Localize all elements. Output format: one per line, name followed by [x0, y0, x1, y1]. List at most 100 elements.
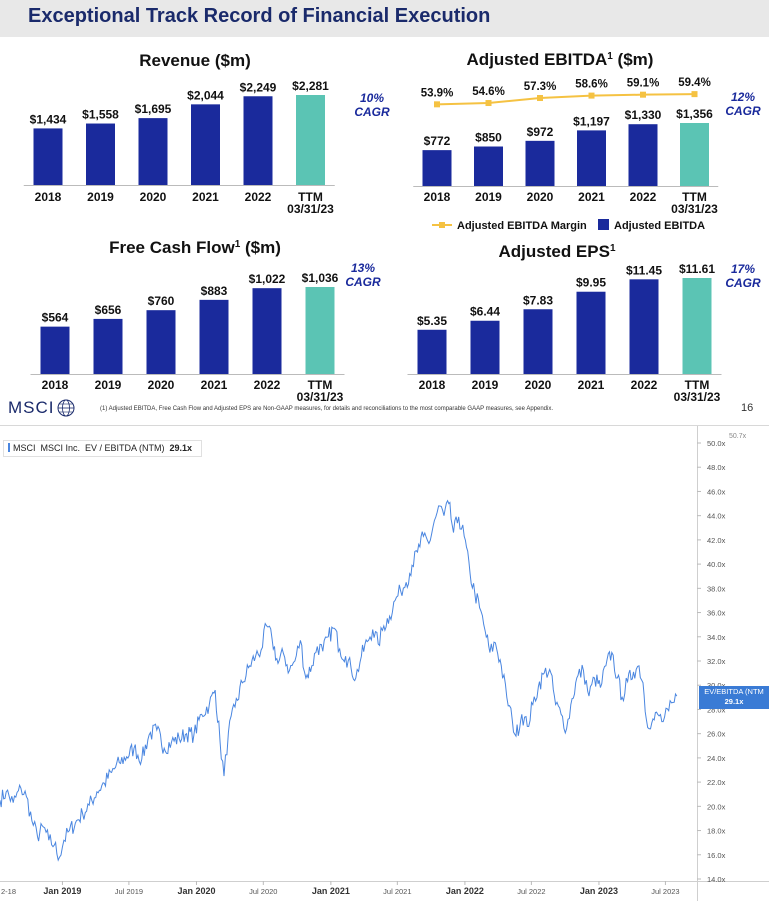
data-label: $1,036 — [302, 271, 339, 285]
bar — [576, 291, 606, 374]
y-tick-label: 18.0x — [707, 827, 726, 836]
data-label: $564 — [42, 311, 69, 325]
data-label: $1,695 — [135, 102, 172, 116]
bar — [474, 146, 503, 186]
bar — [577, 130, 606, 186]
y-tick-label: 44.0x — [707, 512, 726, 521]
x-tick-label: 03/31/23 — [674, 390, 721, 404]
ev-ebitda-line — [0, 499, 678, 862]
x-tick-label: Jul 2021 — [383, 887, 411, 896]
x-tick-label: TTM — [685, 378, 710, 392]
data-label: $2,281 — [292, 79, 329, 93]
data-label: $1,197 — [573, 114, 610, 128]
globe-icon — [57, 399, 75, 417]
page-number: 16 — [741, 402, 754, 414]
data-label: $7.83 — [523, 293, 553, 307]
data-label: $972 — [527, 125, 554, 139]
chart-title: Revenue ($m) — [139, 51, 250, 70]
last-value-tag-value: 29.1x — [724, 697, 744, 706]
last-value-tag: EV/EBITDA (NTM 29.1x — [699, 686, 769, 709]
bar — [525, 140, 555, 186]
data-label: $1,330 — [625, 108, 662, 122]
chart-title: Adjusted EBITDA1 ($m) — [467, 50, 654, 69]
ev-ebitda-chart: 14.0x 16.0x 18.0x 20.0x 22.0x 24.0x 26.0x 28.0x… — [0, 425, 769, 901]
x-tick-label: Jul 2023 — [651, 887, 679, 896]
data-label: $850 — [475, 131, 502, 145]
bar — [191, 104, 220, 185]
bar — [199, 299, 229, 374]
y-tick-label: 30.0x — [707, 681, 726, 690]
x-left-label: 2-18 — [1, 887, 16, 896]
slide-title-bar: Exceptional Track Record of Financial Ex… — [0, 0, 769, 37]
msci-logo: MSCI — [8, 398, 55, 417]
data-label: $883 — [201, 284, 228, 298]
series-swatch — [8, 443, 10, 452]
bar — [86, 123, 115, 185]
margin-marker — [434, 101, 440, 108]
bar — [470, 320, 500, 374]
bar — [243, 96, 273, 185]
chart-title: Free Cash Flow1 ($m) — [109, 238, 281, 257]
cagr-label: CAGR — [725, 276, 761, 290]
data-label: $1,558 — [82, 108, 119, 122]
x-tick-label: 2020 — [527, 190, 554, 204]
legend-bar-swatch — [598, 219, 609, 230]
cagr-label: CAGR — [345, 275, 381, 289]
y-tick-label: 24.0x — [707, 754, 726, 763]
x-tick-label: TTM — [298, 190, 323, 204]
x-tick-label: 2021 — [201, 378, 228, 392]
margin-marker — [588, 92, 595, 99]
data-label: $772 — [424, 134, 451, 148]
bar — [33, 128, 63, 185]
legend-label: Adjusted EBITDA — [614, 220, 705, 232]
x-tick-label: 2019 — [472, 378, 499, 392]
x-tick-label: 2021 — [578, 190, 605, 204]
y-tick-label: 38.0x — [707, 584, 726, 593]
cagr-label: 10% — [360, 91, 384, 105]
y-tick-label: 20.0x — [707, 802, 726, 811]
data-label: $5.35 — [417, 314, 447, 328]
legend-company: MSCI Inc. — [40, 443, 81, 453]
y-tick-label: 32.0x — [707, 657, 726, 666]
bar — [296, 95, 325, 185]
x-tick-label: Jul 2020 — [249, 887, 277, 896]
margin-label: 57.3% — [524, 81, 557, 93]
y-tick-label: 34.0x — [707, 633, 726, 642]
slide: Exceptional Track Record of Financial Ex… — [0, 0, 769, 425]
legend-ticker: MSCI — [13, 443, 36, 453]
margin-label: 59.1% — [627, 78, 660, 90]
x-tick-label: Jul 2019 — [115, 887, 143, 896]
ev-legend[interactable]: MSCI MSCI Inc. EV / EBITDA (NTM) 29.1x — [3, 440, 203, 457]
data-label: $760 — [148, 294, 175, 308]
cagr-label: 12% — [731, 90, 755, 104]
legend-metric: EV / EBITDA (NTM) — [85, 443, 165, 453]
x-tick-label: 2020 — [525, 378, 552, 392]
data-label: $656 — [95, 303, 122, 317]
bar — [523, 309, 553, 374]
y-tick-label: 16.0x — [707, 851, 726, 860]
y-top-label: 50.7x — [729, 433, 747, 440]
y-tick-label: 26.0x — [707, 730, 726, 739]
x-tick-label: 2022 — [254, 378, 281, 392]
bar — [305, 287, 335, 374]
margin-marker — [485, 100, 492, 107]
footnote: (1) Adjusted EBITDA, Free Cash Flow and … — [100, 406, 554, 412]
bar — [252, 288, 282, 374]
x-tick-label: 2021 — [192, 190, 219, 204]
x-tick-label: Jan 2021 — [312, 886, 350, 896]
bar — [682, 278, 712, 374]
bar — [417, 329, 447, 374]
data-label: $2,044 — [187, 88, 224, 102]
y-tick-label: 22.0x — [707, 778, 726, 787]
data-label: $1,022 — [249, 272, 286, 286]
x-tick-label: 03/31/23 — [297, 390, 344, 404]
y-tick-label: 14.0x — [707, 875, 726, 884]
bar — [422, 150, 452, 186]
y-tick-label: 40.0x — [707, 560, 726, 569]
x-tick-label: 2019 — [87, 190, 114, 204]
y-tick-label: 48.0x — [707, 463, 726, 472]
cagr-label: 13% — [351, 261, 375, 275]
x-tick-label: 2019 — [95, 378, 122, 392]
x-tick-label: 2022 — [630, 190, 657, 204]
y-tick-label: 28.0x — [707, 705, 726, 714]
